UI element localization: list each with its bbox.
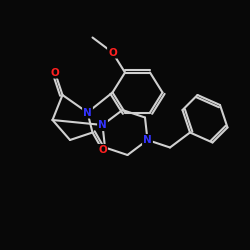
Text: N: N (83, 108, 92, 118)
Text: O: O (51, 68, 59, 78)
Text: O: O (98, 145, 107, 155)
Text: N: N (143, 135, 152, 145)
Text: N: N (98, 120, 107, 130)
Text: O: O (108, 48, 117, 58)
